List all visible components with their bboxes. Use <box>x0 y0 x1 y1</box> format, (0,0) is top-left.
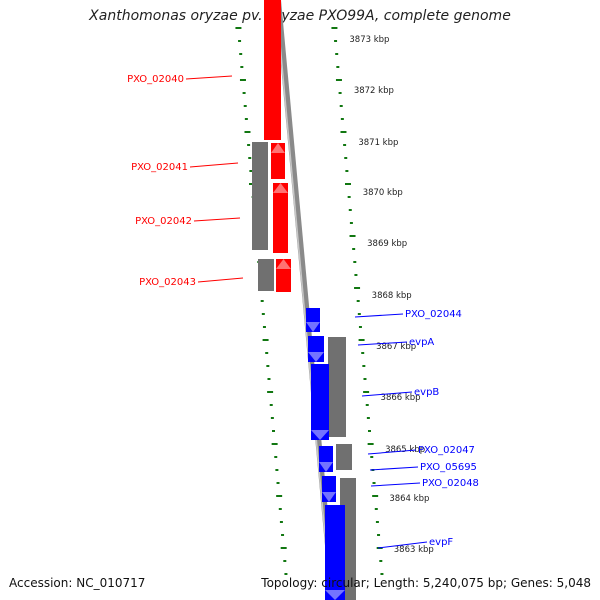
gene-evpb-body[interactable] <box>311 364 329 440</box>
gene-label-pxo-02042[interactable]: PXO_02042 <box>135 216 192 227</box>
length-label: Length: <box>373 576 420 590</box>
gene-pxo-02041[interactable] <box>271 143 285 179</box>
gene-evpb-arrow <box>311 430 329 440</box>
gene-label-evpf[interactable]: evpF <box>429 537 453 548</box>
gc-block-2[interactable] <box>258 259 274 291</box>
gene-pxo-02047-body[interactable] <box>319 446 333 472</box>
genome-stats: Topology: circular; Length: 5,240,075 bp… <box>261 576 591 590</box>
accession-label: Accession: <box>9 576 73 590</box>
scale-label-3869: 3869 kbp <box>367 239 407 249</box>
gc-block-4[interactable] <box>336 444 352 470</box>
gene-label-leader <box>354 313 404 318</box>
gene-label-leader <box>357 341 408 346</box>
genes-value: 5,048 <box>556 576 591 590</box>
gene-label-evpa[interactable]: evpA <box>409 337 434 348</box>
gene-evpb[interactable] <box>311 364 329 440</box>
backbone-line <box>275 0 336 600</box>
gene-evpa-arrow <box>308 352 324 362</box>
topology-label: Topology: <box>261 576 318 590</box>
gene-pxo-02042-body[interactable] <box>273 183 288 253</box>
gene-evpf[interactable] <box>325 505 345 600</box>
gene-label-leader <box>367 449 417 455</box>
gene-label-evpb[interactable]: evpB <box>414 387 439 398</box>
gene-label-pxo-02044[interactable]: PXO_02044 <box>405 309 462 320</box>
gene-label-leader <box>361 391 413 397</box>
gene-pxo-02042[interactable] <box>273 183 288 253</box>
gene-pxo-02047-arrow <box>319 462 333 472</box>
gene-pxo-02044-arrow <box>306 322 320 332</box>
gene-label-leader <box>193 217 241 222</box>
gene-label-pxo-02043[interactable]: PXO_02043 <box>139 277 196 288</box>
scale-label-3866: 3866 kbp <box>381 393 421 403</box>
genes-label: Genes: <box>510 576 553 590</box>
gene-pxo-02040[interactable] <box>264 0 281 140</box>
scale-label-3873: 3873 kbp <box>349 35 389 45</box>
gc-block-2-body[interactable] <box>258 259 274 291</box>
gene-evpf-body[interactable] <box>325 505 345 600</box>
gene-label-leader <box>197 277 244 283</box>
scale-label-3868: 3868 kbp <box>372 291 412 301</box>
gc-block-3-body[interactable] <box>328 337 346 437</box>
gene-pxo-02043-arrow <box>276 259 291 269</box>
gene-pxo-02043-body[interactable] <box>276 259 291 292</box>
gene-label-pxo-02047[interactable]: PXO_02047 <box>418 445 475 456</box>
scale-label-3865: 3865 kbp <box>385 445 425 455</box>
gene-pxo-02044[interactable] <box>306 308 320 332</box>
map-title: Xanthomonas oryzae pv. oryzae PXO99A, co… <box>89 8 511 24</box>
gene-evpf-arrow <box>325 590 345 600</box>
gene-label-leader <box>377 541 428 549</box>
gene-labels: PXO_02040 PXO_02041 PXO_02042 PXO_02043 PXO_… <box>127 74 479 549</box>
topology-value: circular; <box>321 576 370 590</box>
gc-block-1[interactable] <box>252 142 268 250</box>
gene-label-leader <box>369 466 419 471</box>
gene-pxo-02042-arrow <box>273 183 288 193</box>
gene-label-pxo-02040[interactable]: PXO_02040 <box>127 74 184 85</box>
gene-features <box>252 0 356 600</box>
scale-label-3870: 3870 kbp <box>363 188 403 198</box>
gc-block-1-body[interactable] <box>252 142 268 250</box>
gene-label-pxo-02048[interactable]: PXO_02048 <box>422 478 479 489</box>
scale-label-3867: 3867 kbp <box>376 342 416 352</box>
accession-info: Accession: NC_010717 <box>9 576 145 590</box>
scale-label-3872: 3872 kbp <box>354 86 394 96</box>
scale-label-3871: 3871 kbp <box>358 138 398 148</box>
genome-backbone <box>275 0 336 600</box>
tick-marks-left <box>235 27 288 575</box>
scale-label-3863: 3863 kbp <box>394 545 434 555</box>
gene-label-pxo-05695[interactable]: PXO_05695 <box>420 462 477 473</box>
gene-pxo-05695-arrow <box>322 492 336 502</box>
accession-value: NC_010717 <box>76 576 146 590</box>
gene-label-leader <box>370 482 421 487</box>
gene-pxo-02041-body[interactable] <box>271 143 285 179</box>
gene-pxo-05695-body[interactable] <box>322 476 336 502</box>
gene-evpa-body[interactable] <box>308 336 324 362</box>
gene-pxo-05695[interactable] <box>322 476 336 502</box>
gene-pxo-02040-body[interactable] <box>264 0 281 140</box>
gene-pxo-02043[interactable] <box>276 259 291 292</box>
gc-block-4-body[interactable] <box>336 444 352 470</box>
gene-label-leader <box>185 75 233 80</box>
length-value: 5,240,075 bp; <box>422 576 508 590</box>
gene-pxo-02041-arrow <box>271 143 285 153</box>
scale-labels: 3873 kbp 3872 kbp 3871 kbp 3870 kbp 3869 kbp… <box>349 35 433 555</box>
gene-pxo-02044-body[interactable] <box>306 308 320 332</box>
tick-marks-right <box>331 27 384 575</box>
backbone-highlight <box>275 0 332 600</box>
gene-label-pxo-02041[interactable]: PXO_02041 <box>131 162 188 173</box>
scale-label-3864: 3864 kbp <box>389 494 429 504</box>
gene-label-leader <box>189 162 239 168</box>
gene-evpa[interactable] <box>308 336 324 362</box>
gene-pxo-02047[interactable] <box>319 446 333 472</box>
gc-block-3[interactable] <box>328 337 346 437</box>
